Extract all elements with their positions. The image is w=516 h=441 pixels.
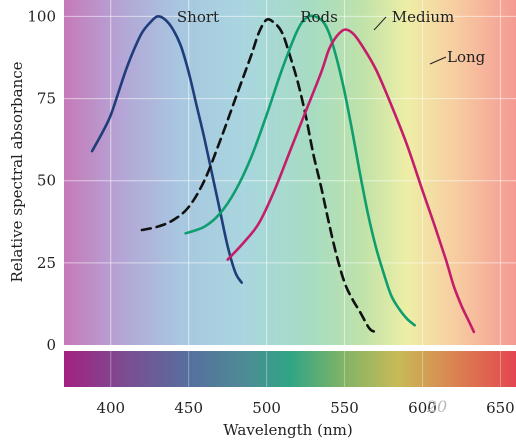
y-tick-label-2: 50 [37,172,56,190]
series-labels: Short Rods Medium Long [177,8,486,66]
y-tick-label-1: 25 [37,254,56,272]
x-axis-ticks: 400 450 500 550 600 650 [96,399,514,417]
spectrum-band-grid [110,351,501,387]
grid-lines [64,0,516,345]
x-tick-label-2: 500 [252,399,281,417]
label-leader-lines [373,16,447,65]
x-tick-label-5: 650 [486,399,515,417]
absorbance-curves [90,14,476,334]
series-label-long: Long [447,48,486,66]
watermark-text: 20 [426,397,447,416]
curve-long [226,28,476,334]
curve-rods [140,17,377,334]
leader-line-long [429,56,447,65]
series-label-medium: Medium [392,8,455,26]
x-tick-label-3: 550 [330,399,359,417]
x-axis-title: Wavelength (nm) [223,421,352,439]
y-axis-title: Relative spectral absorbance [8,61,26,282]
leader-line-medium [373,16,387,31]
x-tick-label-4: 600 [408,399,437,417]
curve-medium [184,14,416,327]
spectrum-band [64,351,516,387]
y-tick-label-3: 75 [37,90,56,108]
x-tick-label-1: 450 [174,399,203,417]
x-tick-label-0: 400 [96,399,125,417]
y-axis-ticks: 0 25 50 75 100 [27,7,56,354]
series-label-short: Short [177,8,219,26]
y-tick-label-4: 100 [27,7,56,25]
curve-short [90,15,243,284]
y-tick-label-0: 0 [46,336,56,354]
series-label-rods: Rods [300,8,338,26]
